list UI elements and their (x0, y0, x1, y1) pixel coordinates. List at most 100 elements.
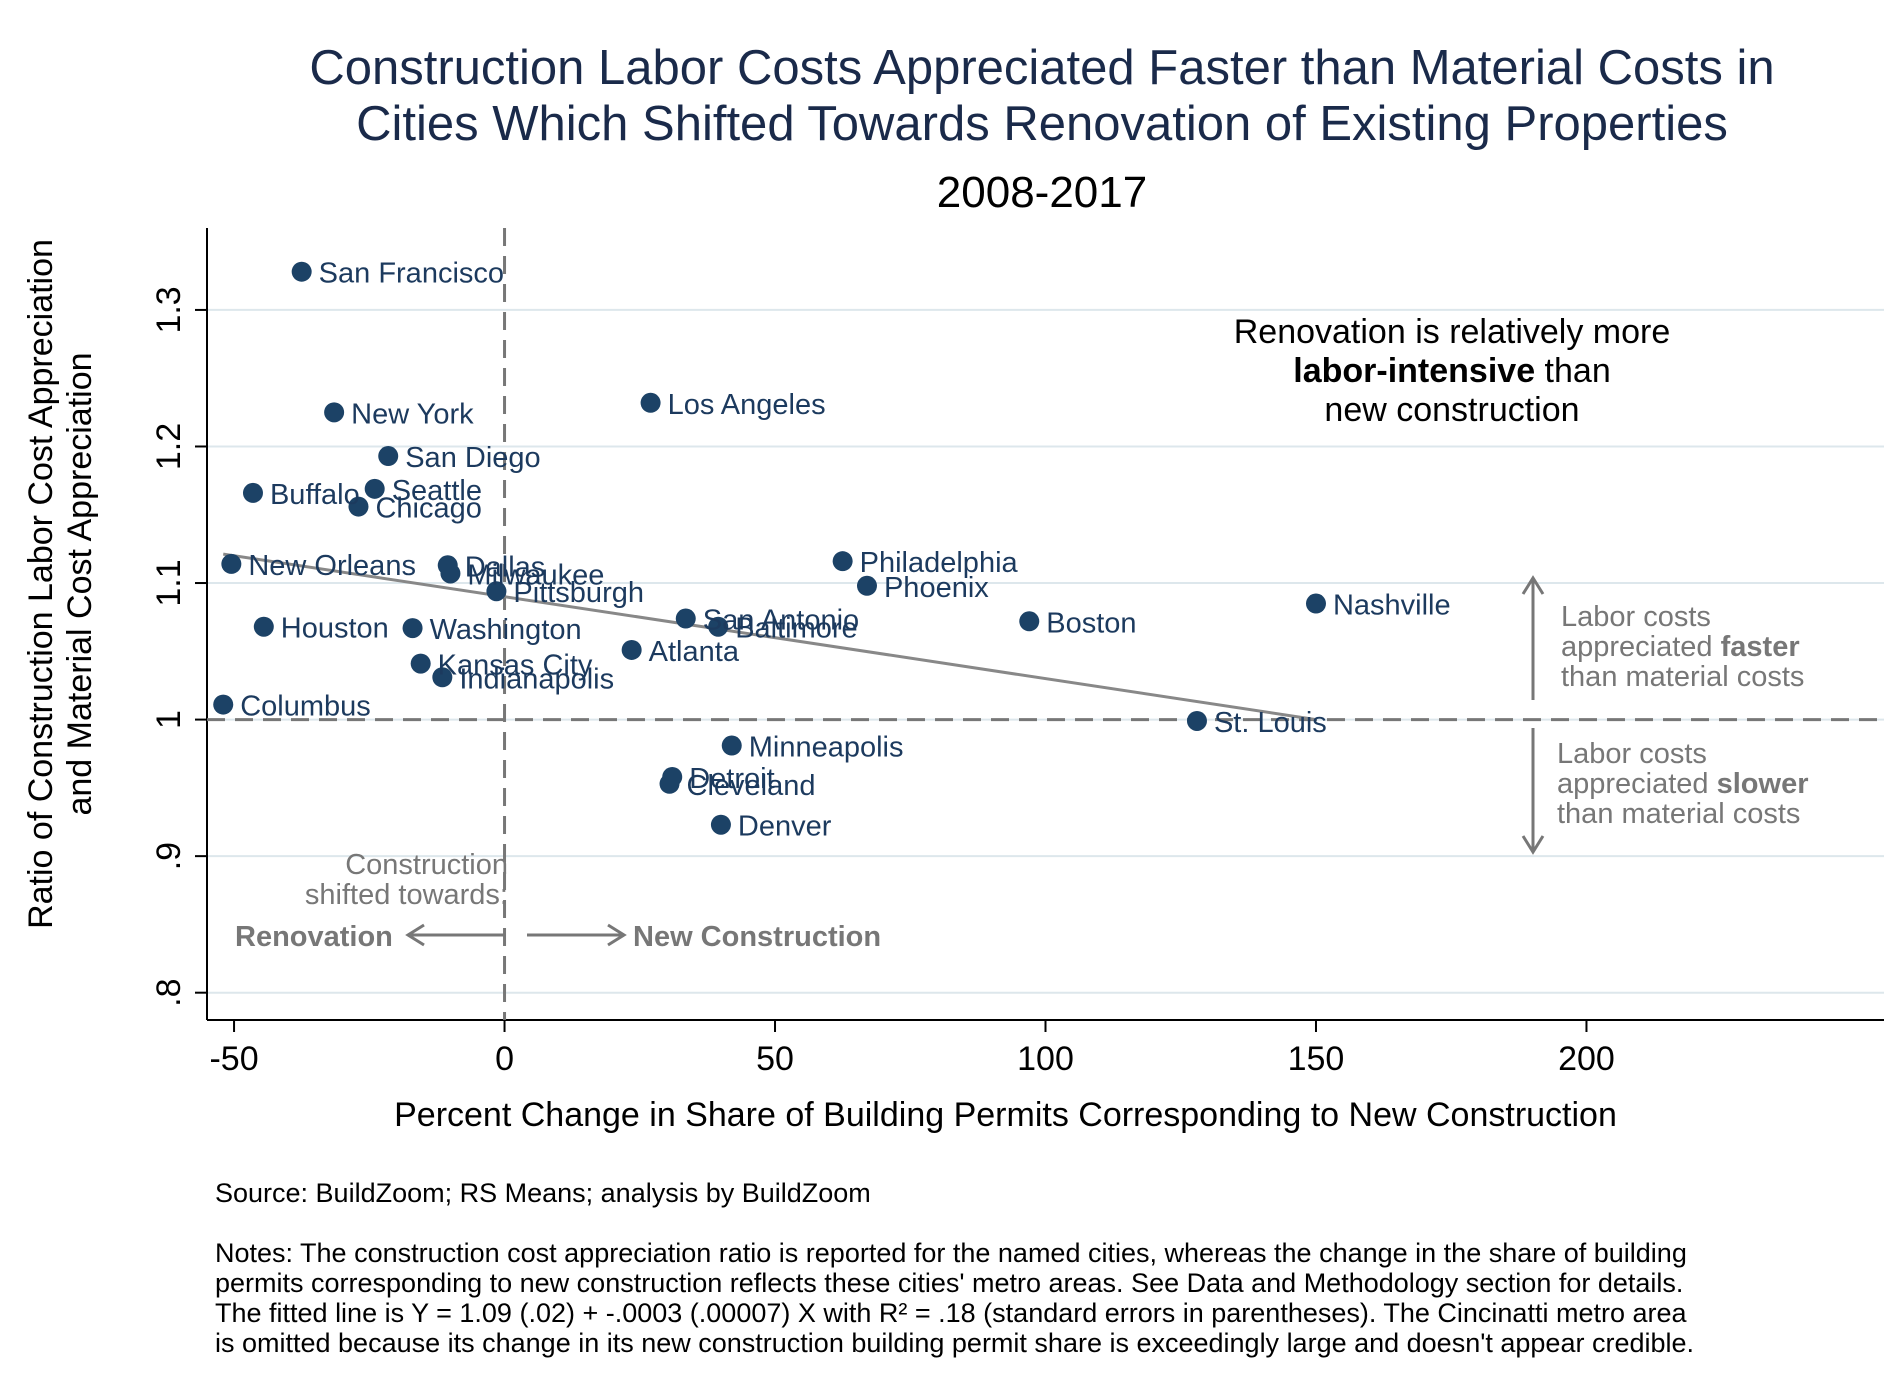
point-label: Seattle (392, 475, 482, 507)
point-label: Buffalo (270, 479, 360, 511)
data-point (440, 563, 461, 584)
annotation-faster-line-1: Labor costs (1561, 601, 1711, 633)
chart-title: Construction Labor Costs Appreciated Fas… (200, 40, 1884, 152)
notes: Notes: The construction cost appreciatio… (215, 1238, 1875, 1358)
notes-line-4: is omitted because its change in its new… (215, 1328, 1695, 1358)
point-label: Indianapolis (459, 663, 614, 695)
point-label: Washington (430, 614, 582, 646)
data-point (621, 639, 642, 660)
data-point (1305, 593, 1326, 614)
point-label: Nashville (1333, 590, 1451, 622)
point-label: San Antonio (703, 605, 859, 637)
x-tick-label: -50 (209, 1040, 258, 1078)
point-label: Houston (281, 613, 389, 645)
annotation-top-bold: labor-intensive (1293, 352, 1535, 390)
point-label: Atlanta (649, 636, 740, 668)
point-label: San Francisco (319, 258, 504, 290)
data-point (291, 261, 312, 282)
title-line-1: Construction Labor Costs Appreciated Fas… (309, 41, 1775, 95)
data-point (378, 446, 399, 467)
data-point (221, 553, 242, 574)
annotation-slower-bold: slower (1717, 768, 1809, 800)
notes-line-2: permits corresponding to new constructio… (215, 1268, 1684, 1298)
axes: .8 .9 1 1.1 1.2 1.3 -50 0 50 100 150 200 Percent Cha… (22, 228, 1884, 1134)
data-point (721, 735, 742, 756)
x-axis-title: Percent Change in Share of Building Perm… (394, 1096, 1617, 1134)
grid-lines (207, 308, 1884, 994)
data-point (348, 496, 369, 517)
notes-line-1: Notes: The construction cost appreciatio… (215, 1238, 1687, 1268)
fit-line-group (223, 552, 1317, 722)
data-point (1019, 611, 1040, 632)
data-point (402, 618, 423, 639)
annotation-slower-line-1: Labor costs (1557, 738, 1707, 770)
up-arrowhead-icon (1521, 575, 1545, 595)
data-points (213, 261, 1326, 835)
point-label: Denver (738, 811, 832, 843)
point-label: Milwaukee (467, 559, 604, 591)
point-label: Los Angeles (668, 389, 826, 421)
y-tick-label: 1.1 (150, 559, 188, 606)
x-tick-label: 100 (1017, 1040, 1074, 1078)
point-label: Baltimore (735, 613, 858, 645)
data-point (640, 392, 661, 413)
notes-line-3: The fitted line is Y = 1.09 (.02) + -.00… (215, 1298, 1687, 1328)
point-label: Minneapolis (749, 732, 904, 764)
point-label: Dallas (465, 551, 546, 583)
point-label: Phoenix (884, 572, 989, 604)
data-point (708, 616, 729, 637)
fit-line (223, 552, 1317, 722)
point-label: San Diego (405, 442, 540, 474)
left-arrowhead-icon (405, 923, 425, 947)
annotation-faster-line-3: than material costs (1561, 661, 1804, 693)
source-note: Source: BuildZoom; RS Means; analysis by… (215, 1178, 871, 1208)
data-point (242, 482, 263, 503)
shift-label-line-1: Construction (345, 849, 508, 881)
chart-subtitle: 2008-2017 (936, 168, 1148, 217)
point-label: Cleveland (687, 770, 816, 802)
point-label: Philadelphia (860, 547, 1019, 579)
annotation-top-line-3: new construction (1324, 391, 1579, 429)
new-construction-label: New Construction (633, 921, 881, 953)
data-point (1186, 710, 1207, 731)
point-label: New Orleans (248, 550, 416, 582)
point-label: New York (351, 398, 474, 430)
y-tick-label: 1.2 (150, 423, 188, 470)
y-tick-label: 1 (150, 710, 188, 729)
data-point (410, 653, 431, 674)
reference-lines (207, 228, 1884, 1020)
right-arrowhead-icon (607, 923, 627, 947)
annotation-slower-pre: appreciated (1557, 768, 1717, 800)
data-point (675, 608, 696, 629)
annotation-slower-line-2: appreciated slower (1557, 768, 1809, 800)
down-arrowhead-icon (1521, 835, 1545, 855)
data-point (486, 581, 507, 602)
x-tick-label: 150 (1288, 1040, 1345, 1078)
point-label: Detroit (689, 763, 774, 795)
data-point (710, 814, 731, 835)
renovation-label: Renovation (235, 921, 393, 953)
point-label: Boston (1046, 607, 1136, 639)
annotation-slower-line-3: than material costs (1557, 798, 1800, 830)
point-label: Columbus (240, 691, 371, 723)
x-tick-label: 200 (1558, 1040, 1615, 1078)
data-point (213, 694, 234, 715)
x-tick-label: 50 (756, 1040, 794, 1078)
y-tick-label: 1.3 (150, 286, 188, 333)
y-tick-label: .8 (150, 979, 188, 1007)
point-labels: San Francisco New York Los Angeles San Dieg… (240, 258, 1450, 843)
shift-label-line-2: shifted towards: (305, 879, 508, 911)
annotation-faster-line-2: appreciated faster (1561, 631, 1800, 663)
y-tick-label: .9 (150, 842, 188, 870)
data-point (832, 551, 853, 572)
data-point (324, 402, 345, 423)
y-axis-title-line-2: and Material Cost Appreciation (61, 352, 99, 815)
point-label: Pittsburgh (513, 577, 644, 609)
data-point (659, 773, 680, 794)
data-point (432, 667, 453, 688)
annotation-top-rest: than (1535, 352, 1611, 390)
x-tick-label: 0 (495, 1040, 514, 1078)
annotation-faster-bold: faster (1721, 631, 1800, 663)
annotations: Renovation is relatively morelabor-inten… (235, 313, 1809, 953)
